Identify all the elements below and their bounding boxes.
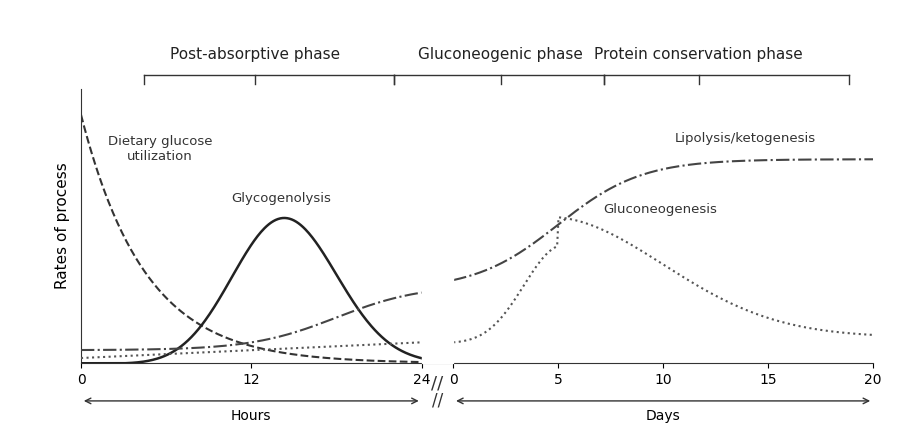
Text: //: //	[431, 374, 444, 392]
Text: Lipolysis/ketogenesis: Lipolysis/ketogenesis	[675, 132, 816, 144]
Text: Post-absorptive phase: Post-absorptive phase	[170, 47, 340, 62]
Y-axis label: Rates of process: Rates of process	[55, 163, 70, 289]
Text: Protein conservation phase: Protein conservation phase	[594, 47, 803, 62]
Text: Gluconeogenic phase: Gluconeogenic phase	[418, 47, 583, 62]
Bar	[421, 61, 454, 363]
Text: //: //	[432, 392, 443, 410]
Text: Days: Days	[645, 409, 680, 423]
Text: Glycogenolysis: Glycogenolysis	[231, 192, 331, 205]
Text: Gluconeogenesis: Gluconeogenesis	[604, 203, 717, 216]
Text: Dietary glucose
utilization: Dietary glucose utilization	[108, 135, 212, 163]
Text: Hours: Hours	[231, 409, 272, 423]
